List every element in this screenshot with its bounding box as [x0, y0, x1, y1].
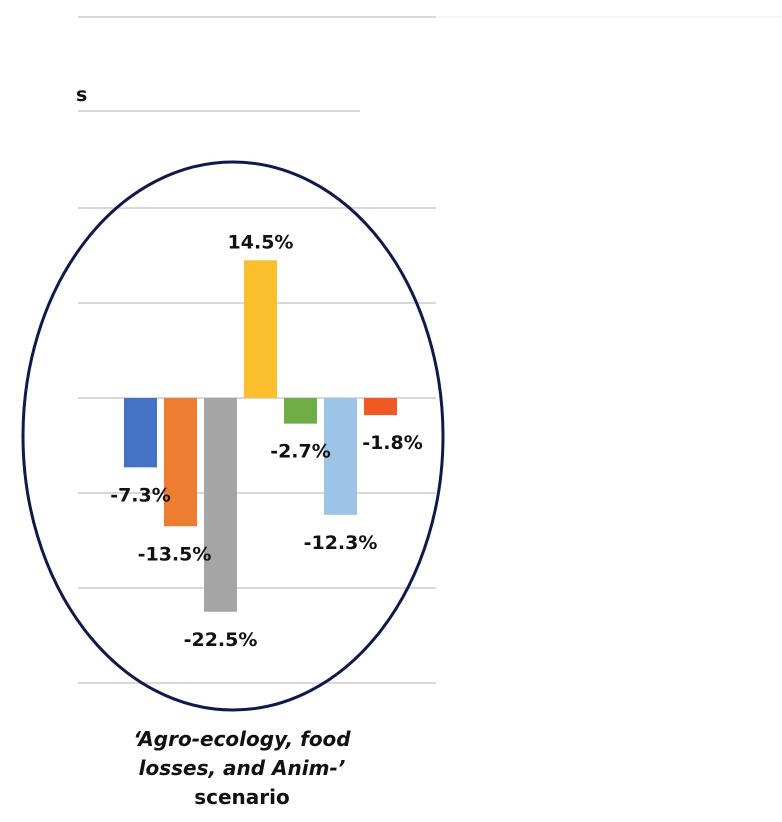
data-label: -22.5%	[184, 629, 258, 651]
data-label: -13.5%	[138, 543, 212, 565]
data-label: -1.8%	[362, 432, 423, 454]
bars	[124, 260, 397, 612]
title-fragment: s	[76, 84, 87, 106]
data-label: 14.5%	[228, 231, 294, 253]
data-labels: -7.3% -13.5% -22.5% 14.5% -2.7% -12.3% -1.8%	[110, 231, 423, 651]
bar	[364, 398, 397, 416]
bar	[204, 398, 237, 612]
bar	[164, 398, 197, 527]
bar	[244, 260, 277, 398]
data-label: -7.3%	[110, 484, 171, 506]
scenario-label-line1: ‘Agro-ecology, food	[133, 727, 351, 751]
highlight-ellipse	[21, 160, 445, 712]
scenario-label-line3: scenario	[194, 785, 290, 809]
data-label: -12.3%	[304, 532, 378, 554]
bar	[324, 398, 357, 515]
bar	[284, 398, 317, 424]
data-label: -2.7%	[270, 441, 331, 463]
scenario-label-line2: losses, and Anim-’	[139, 756, 346, 780]
bar	[124, 398, 157, 468]
